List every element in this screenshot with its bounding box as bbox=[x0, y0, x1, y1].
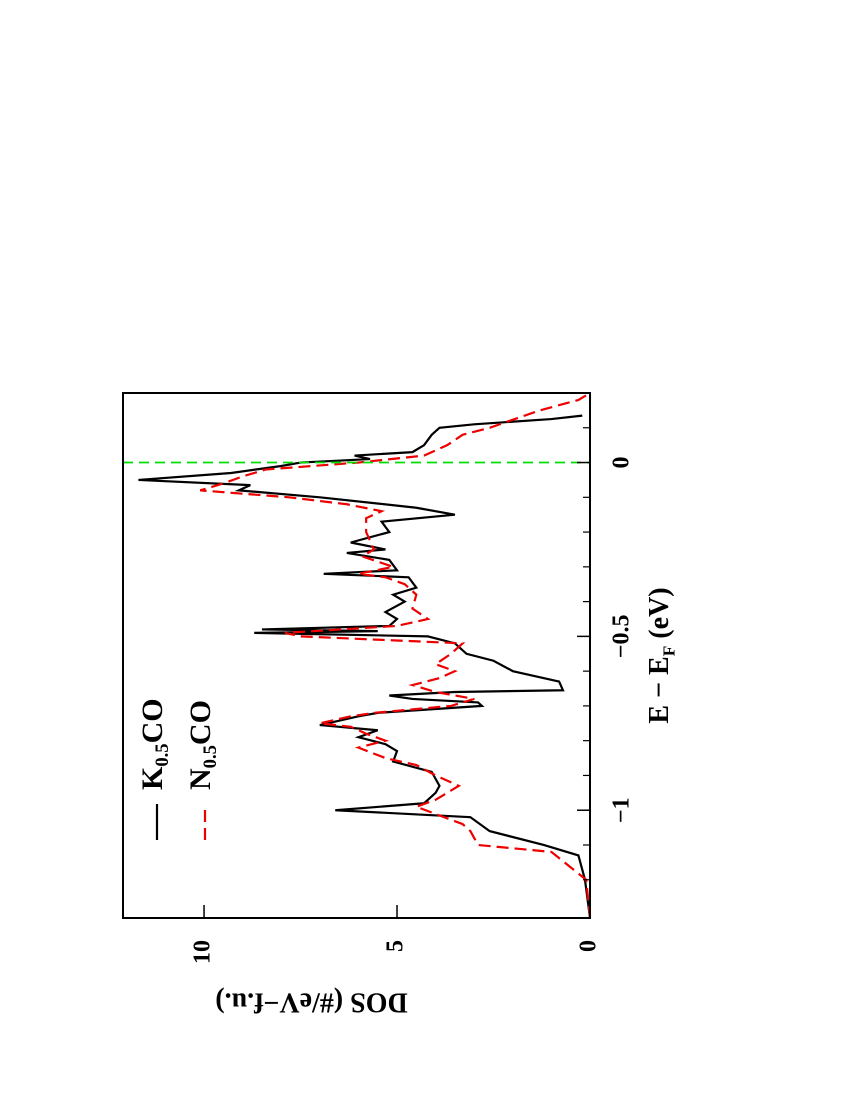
series-line bbox=[199, 392, 592, 919]
plot-area: −1 −0.5 0 0 5 10 E − EF (eV) DOS (#/eV−f.u.) K0.… bbox=[122, 392, 678, 1018]
y-tick-label: 10 bbox=[190, 940, 216, 964]
x-axis-label: E − EF (eV) bbox=[644, 587, 678, 723]
x-tick-label: 0 bbox=[609, 457, 635, 469]
x-tick-label: −0.5 bbox=[609, 615, 635, 659]
legend-label: N0.5CO bbox=[184, 700, 221, 790]
y-axis-label: DOS (#/eV−f.u.) bbox=[215, 987, 408, 1018]
y-tick-label: 5 bbox=[383, 940, 409, 952]
y-tick-label: 0 bbox=[576, 940, 602, 952]
plot-frame bbox=[122, 392, 591, 919]
x-tick-label: −1 bbox=[609, 797, 635, 823]
series-line bbox=[138, 414, 592, 919]
legend-label: K0.5CO bbox=[136, 698, 173, 790]
